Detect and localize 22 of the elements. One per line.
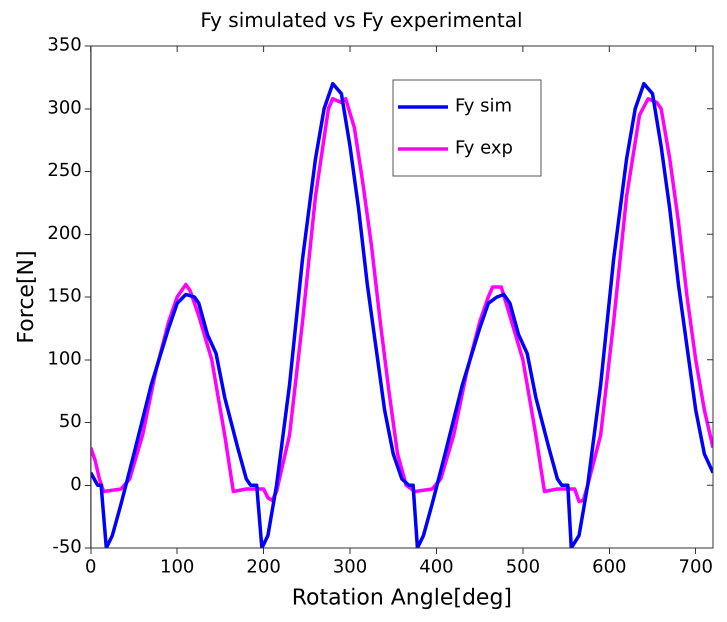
y-tick-label: 250	[47, 160, 82, 182]
x-tick-label: 400	[419, 556, 454, 578]
legend-label: Fy sim	[455, 96, 512, 117]
y-axis-title: Force[N]	[14, 250, 39, 344]
y-tick-label: 100	[47, 348, 82, 370]
y-tick-label: -50	[52, 536, 82, 558]
y-tick-label: 300	[47, 97, 82, 118]
y-tick-label: 150	[47, 286, 82, 307]
x-tick-label: 0	[85, 556, 96, 578]
x-tick-label: 600	[592, 556, 626, 578]
y-tick-label: 350	[47, 34, 82, 56]
y-tick-label: 0	[70, 474, 82, 495]
y-tick-label: 200	[47, 222, 82, 244]
x-axis-title: Rotation Angle[deg]	[292, 586, 512, 611]
x-tick-label: 300	[332, 556, 368, 578]
x-tick-label: 200	[246, 556, 281, 578]
x-tick-label: 100	[160, 556, 194, 578]
chart-title: Fy simulated vs Fy experimental	[200, 8, 523, 32]
legend-label: Fy exp	[455, 138, 513, 159]
x-tick-label: 500	[506, 556, 540, 578]
y-tick-label: 50	[58, 411, 82, 432]
x-tick-label: 700	[678, 556, 713, 578]
